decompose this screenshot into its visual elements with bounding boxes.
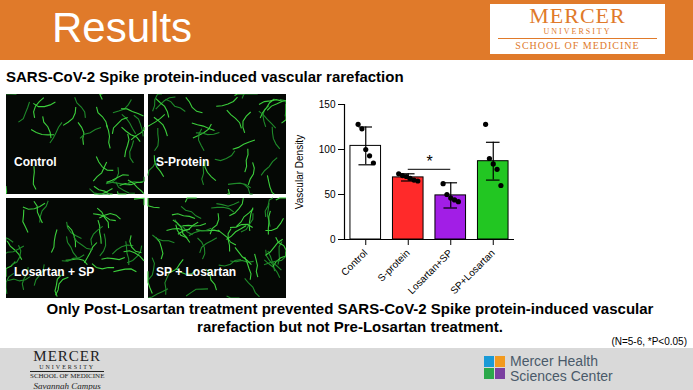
- svg-text:Control: Control: [14, 155, 57, 169]
- svg-text:*: *: [426, 153, 432, 170]
- svg-text:S-protein: S-protein: [375, 247, 411, 283]
- html-text:UNIVERSITY: UNIVERSITY: [39, 364, 96, 370]
- html-text:MERCER: MERCER: [529, 3, 626, 28]
- svg-text:100: 100: [319, 144, 336, 155]
- svg-text:0: 0: [330, 234, 336, 245]
- svg-text:SP+Losartan: SP+Losartan: [448, 247, 497, 296]
- svg-text:S-Protein: S-Protein: [156, 155, 209, 169]
- svg-text:SP + Losartan: SP + Losartan: [156, 265, 236, 279]
- html-text:Savannah Campus: Savannah Campus: [33, 381, 101, 390]
- html-text:UNIVERSITY: UNIVERSITY: [543, 27, 612, 36]
- svg-text:150: 150: [319, 99, 336, 110]
- html-text:SARS-CoV-2 Spike protein-induc: SARS-CoV-2 Spike protein-induced vascula…: [6, 68, 404, 85]
- html-text:SCHOOL OF MEDICINE: SCHOOL OF MEDICINE: [515, 40, 640, 51]
- html-text:Sciences Center: Sciences Center: [510, 368, 613, 384]
- html-text:MERCER: MERCER: [33, 348, 101, 364]
- html-text:Mercer Health: Mercer Health: [510, 353, 598, 369]
- html-text:Only Post-Losartan treatment p: Only Post-Losartan treatment prevented S…: [46, 300, 654, 335]
- svg-text:Vascular Density: Vascular Density: [294, 135, 305, 209]
- svg-text:Losartan+SP: Losartan+SP: [405, 247, 455, 297]
- html-text:SCHOOL OF MEDICINE: SCHOOL OF MEDICINE: [30, 372, 105, 380]
- html-text:Results: Results: [52, 4, 193, 51]
- svg-text:Control: Control: [339, 247, 370, 278]
- svg-text:50: 50: [324, 189, 336, 200]
- html-text:(N=5-6, *P<0.05): (N=5-6, *P<0.05): [611, 336, 687, 347]
- svg-text:Losartan + SP: Losartan + SP: [14, 265, 94, 279]
